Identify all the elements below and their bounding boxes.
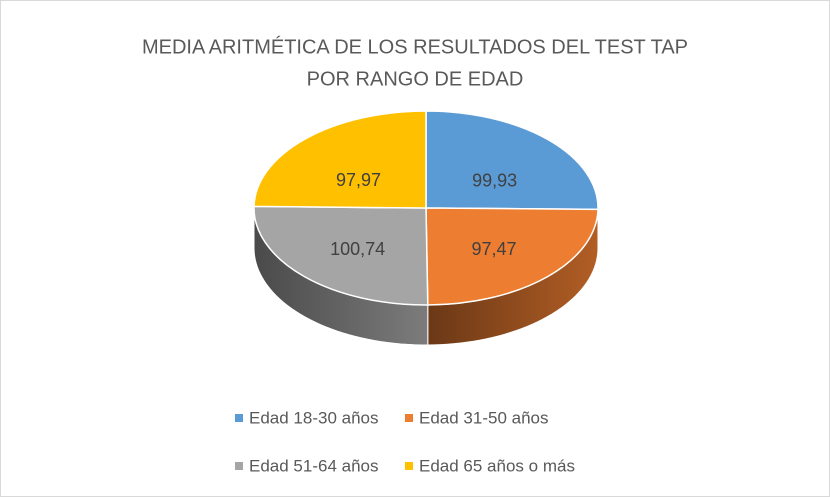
data-label: 97,47: [471, 239, 516, 259]
data-label: 100,74: [330, 239, 385, 259]
pie-slice: [253, 205, 429, 306]
data-label: 99,93: [472, 171, 517, 191]
legend-swatch: [235, 414, 243, 422]
legend-swatch: [405, 462, 413, 470]
chart-title: POR RANGO DE EDAD: [307, 68, 524, 90]
pie-slice: [425, 207, 599, 306]
chart-title: MEDIA ARITMÉTICA DE LOS RESULTADOS DEL T…: [142, 35, 688, 58]
legend-swatch: [405, 414, 413, 422]
legend-label: Edad 31-50 años: [419, 408, 549, 427]
legend-label: Edad 65 años o más: [419, 456, 575, 475]
data-label: 97,97: [336, 170, 381, 190]
pie-slice: [253, 110, 427, 209]
legend-label: Edad 18-30 años: [249, 408, 379, 427]
pie-slice: [425, 110, 599, 211]
legend-label: Edad 51-64 años: [249, 456, 379, 475]
legend-swatch: [235, 462, 243, 470]
